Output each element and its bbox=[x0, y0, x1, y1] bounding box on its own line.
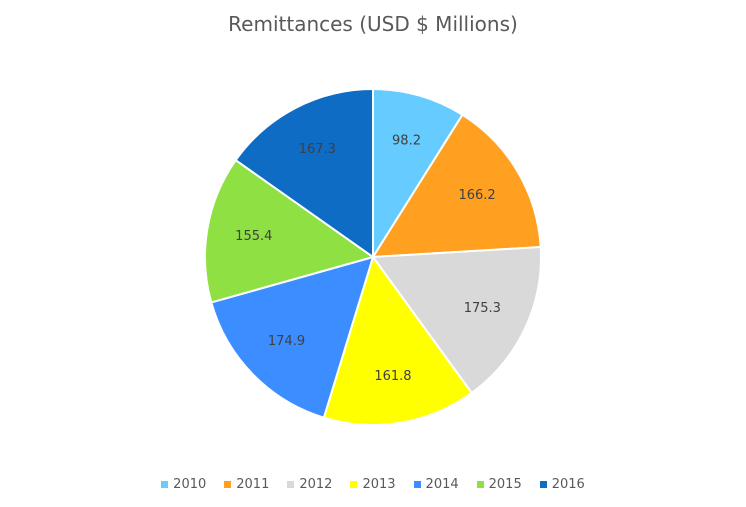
data-label-2013: 161.8 bbox=[374, 369, 411, 384]
data-label-2011: 166.2 bbox=[458, 188, 495, 203]
legend-item-2014: 2014 bbox=[413, 477, 459, 492]
legend-swatch-2011 bbox=[224, 481, 232, 488]
data-label-2015: 155.4 bbox=[235, 229, 272, 244]
legend-swatch-2012 bbox=[287, 481, 295, 488]
legend-swatch-2016 bbox=[539, 481, 547, 488]
legend-label-2013: 2013 bbox=[362, 477, 396, 492]
pie-slice-2015 bbox=[204, 158, 376, 304]
legend-item-2013: 2013 bbox=[350, 477, 396, 492]
legend-item-2012: 2012 bbox=[287, 477, 332, 492]
data-label-2010: 98.2 bbox=[392, 133, 421, 148]
legend-label-2010: 2010 bbox=[173, 477, 207, 492]
pie-slice-2012 bbox=[371, 245, 542, 395]
legend-label-2011: 2011 bbox=[236, 477, 270, 492]
legend-label-2015: 2015 bbox=[488, 477, 522, 492]
pie-slice-2011 bbox=[371, 113, 542, 259]
pie-slice-2016 bbox=[234, 87, 374, 259]
legend-swatch-2015 bbox=[476, 481, 484, 488]
pie-slice-2010 bbox=[372, 87, 464, 261]
legend-swatch-2010 bbox=[161, 481, 169, 488]
legend-label-2016: 2016 bbox=[551, 477, 585, 492]
legend-label-2014: 2014 bbox=[425, 477, 459, 492]
legend-item-2015: 2015 bbox=[476, 477, 522, 492]
legend-item-2010: 2010 bbox=[161, 477, 206, 492]
chart-title: Remittances (USD $ Millions) bbox=[228, 12, 518, 36]
legend-item-2011: 2011 bbox=[224, 477, 269, 492]
data-label-2014: 174.9 bbox=[268, 334, 305, 349]
legend-swatch-2013 bbox=[350, 481, 358, 488]
data-label-2016: 167.3 bbox=[299, 142, 336, 157]
legend-item-2016: 2016 bbox=[539, 477, 585, 492]
chart-legend: 2010 2011 2012 2013 2014 2015 2016 bbox=[0, 477, 746, 492]
pie-slice-2014 bbox=[210, 255, 375, 419]
legend-swatch-2014 bbox=[413, 481, 421, 488]
legend-label-2012: 2012 bbox=[299, 477, 333, 492]
data-label-2012: 175.3 bbox=[464, 301, 501, 316]
